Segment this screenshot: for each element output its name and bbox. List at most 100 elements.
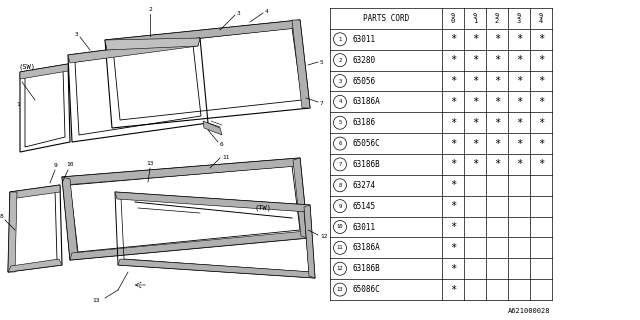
Polygon shape [115,192,310,212]
Text: *: * [516,139,522,148]
Text: *: * [538,34,544,44]
Text: 1: 1 [339,37,342,42]
Text: 63011: 63011 [352,222,375,231]
Polygon shape [8,192,17,272]
Text: 65145: 65145 [352,202,375,211]
Text: 63186A: 63186A [352,243,380,252]
Text: 2: 2 [339,58,342,63]
Text: 63186A: 63186A [352,97,380,106]
Text: *: * [450,243,456,253]
Text: *: * [516,76,522,86]
Text: *: * [450,222,456,232]
Text: *: * [472,97,478,107]
Text: *: * [516,34,522,44]
Text: 63011: 63011 [352,35,375,44]
Text: *: * [516,97,522,107]
Text: *: * [450,97,456,107]
Text: 63274: 63274 [352,181,375,190]
Text: *: * [494,118,500,128]
Polygon shape [70,231,308,260]
Polygon shape [105,20,300,48]
Text: 3: 3 [339,78,342,84]
Text: 65086C: 65086C [352,285,380,294]
Text: 12: 12 [320,234,328,238]
Text: 4: 4 [265,9,269,13]
Text: *: * [472,139,478,148]
Text: *: * [450,76,456,86]
Polygon shape [293,158,308,238]
Text: 7: 7 [339,162,342,167]
Text: 65056C: 65056C [352,139,380,148]
Text: 13: 13 [93,298,100,302]
Polygon shape [68,38,200,63]
Text: *: * [450,34,456,44]
Text: 10: 10 [67,162,74,167]
Text: 63186B: 63186B [352,160,380,169]
Text: 11: 11 [337,245,343,250]
Text: 3: 3 [74,31,78,36]
Text: 5: 5 [320,60,324,65]
Text: 8: 8 [0,214,3,220]
Text: *: * [538,55,544,65]
Text: *: * [516,159,522,169]
Text: *: * [538,159,544,169]
Polygon shape [304,205,315,278]
Polygon shape [10,185,60,199]
Text: 5: 5 [339,120,342,125]
Text: 63186B: 63186B [352,264,380,273]
Text: 63280: 63280 [352,56,375,65]
Text: *: * [538,139,544,148]
Text: 9
3: 9 3 [517,13,521,24]
Text: *: * [450,284,456,295]
Text: 13: 13 [337,287,343,292]
Text: *: * [472,159,478,169]
Text: *: * [450,180,456,190]
Polygon shape [203,121,222,135]
Text: 9
4: 9 4 [539,13,543,24]
Text: *: * [472,76,478,86]
Polygon shape [8,259,62,272]
Text: *: * [516,118,522,128]
Text: 3: 3 [237,11,241,15]
Text: *: * [450,201,456,211]
Polygon shape [62,177,78,260]
Polygon shape [20,64,68,79]
Text: *: * [450,159,456,169]
Text: PARTS CORD: PARTS CORD [363,14,409,23]
Text: 1: 1 [16,101,20,107]
Text: 6: 6 [220,141,224,147]
Text: *: * [494,34,500,44]
Text: 8: 8 [339,183,342,188]
Text: 4: 4 [339,99,342,104]
Text: 63186: 63186 [352,118,375,127]
Text: *: * [494,55,500,65]
Text: 11: 11 [222,155,230,159]
Text: 9
0: 9 0 [451,13,455,24]
Text: 2: 2 [148,7,152,12]
Polygon shape [105,38,200,50]
Text: *: * [494,159,500,169]
Text: 9: 9 [53,163,57,168]
Text: *: * [472,34,478,44]
Text: 10: 10 [337,225,343,229]
Text: *: * [450,139,456,148]
Text: 9
1: 9 1 [473,13,477,24]
Text: (SW): (SW) [18,63,35,70]
Text: *: * [494,139,500,148]
Text: *: * [450,264,456,274]
Text: 12: 12 [337,266,343,271]
Text: *: * [494,76,500,86]
Text: 6: 6 [339,141,342,146]
Text: 9
2: 9 2 [495,13,499,24]
Text: 65056: 65056 [352,76,375,85]
Text: 13: 13 [147,161,154,166]
Text: *: * [538,118,544,128]
Text: *: * [450,55,456,65]
Text: *: * [538,76,544,86]
Text: 7: 7 [320,100,324,106]
Text: A621000028: A621000028 [508,308,550,314]
Text: *: * [516,55,522,65]
Text: *: * [472,55,478,65]
Text: *: * [450,118,456,128]
Polygon shape [118,259,315,278]
